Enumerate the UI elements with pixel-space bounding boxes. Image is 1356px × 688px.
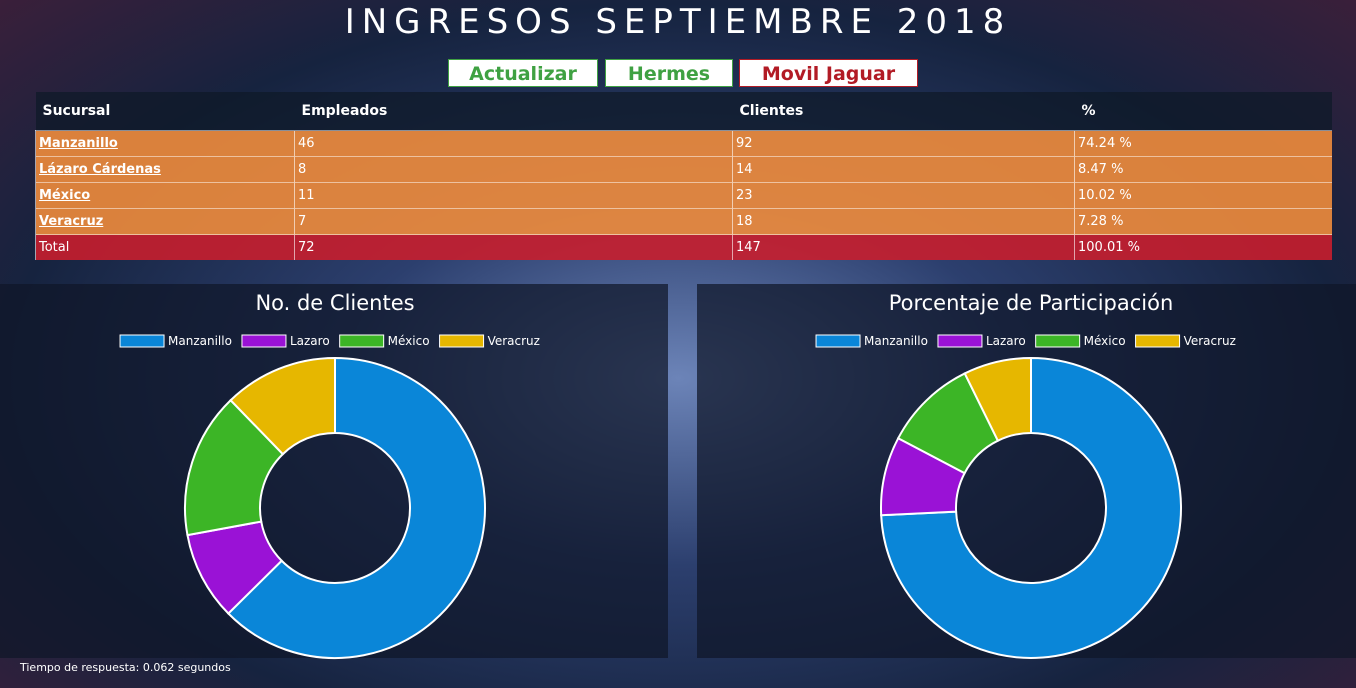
column-header: Empleados bbox=[294, 92, 733, 131]
table-cell: Manzanillo bbox=[35, 130, 295, 157]
legend-item: Lazaro bbox=[937, 334, 1026, 348]
table-row: Lázaro Cárdenas 8 14 8.47 % bbox=[35, 156, 1332, 183]
chart-title: Porcentaje de Participación bbox=[889, 291, 1174, 315]
legend-swatch bbox=[119, 334, 165, 348]
table-cell: México bbox=[35, 182, 295, 209]
table-cell: 11 bbox=[294, 182, 733, 209]
donut-slice bbox=[963, 356, 1032, 443]
legend-item: Veracruz bbox=[1135, 334, 1236, 348]
legend-item: Lazaro bbox=[241, 334, 330, 348]
donut-slice bbox=[229, 356, 336, 456]
table-cell: 8.47 % bbox=[1074, 156, 1332, 183]
table-cell: Veracruz bbox=[35, 208, 295, 235]
legend-item: México bbox=[339, 334, 430, 348]
legend-swatch bbox=[937, 334, 983, 348]
branch-link[interactable]: Manzanillo bbox=[39, 136, 118, 151]
legend-swatch bbox=[241, 334, 287, 348]
button[interactable]: Actualizar bbox=[448, 59, 598, 87]
legend-swatch bbox=[1135, 334, 1181, 348]
legend-item: Manzanillo bbox=[815, 334, 928, 348]
table-cell: 14 bbox=[732, 156, 1075, 183]
table-cell: Lázaro Cárdenas bbox=[35, 156, 295, 183]
legend-label: Manzanillo bbox=[864, 334, 928, 348]
donut-slice bbox=[880, 356, 1182, 659]
table-cell: 100.01 % bbox=[1074, 234, 1332, 260]
table-cell: 46 bbox=[294, 130, 733, 157]
legend-swatch bbox=[439, 334, 485, 348]
branch-link[interactable]: Veracruz bbox=[39, 214, 104, 229]
branch-link[interactable]: México bbox=[39, 188, 91, 203]
chart-title: No. de Clientes bbox=[255, 291, 414, 315]
table-cell: 74.24 % bbox=[1074, 130, 1332, 157]
response-time: Tiempo de respuesta: 0.062 segundos bbox=[20, 661, 231, 674]
legend-label: Veracruz bbox=[488, 334, 540, 348]
table-cell: 72 bbox=[294, 234, 733, 260]
branch-link[interactable]: Lázaro Cárdenas bbox=[39, 162, 161, 177]
button[interactable]: Hermes bbox=[605, 59, 733, 87]
table-cell: 18 bbox=[732, 208, 1075, 235]
column-header: Sucursal bbox=[35, 92, 295, 131]
legend-swatch bbox=[1035, 334, 1081, 348]
table-cell: 8 bbox=[294, 156, 733, 183]
legend-item: México bbox=[1035, 334, 1126, 348]
data-table: Sucursal Empleados Clientes % Manzanillo… bbox=[35, 92, 1332, 260]
table-cell: 92 bbox=[732, 130, 1075, 157]
button[interactable]: Movil Jaguar bbox=[739, 59, 918, 87]
legend-label: Lazaro bbox=[290, 334, 330, 348]
legend-label: Veracruz bbox=[1184, 334, 1236, 348]
table-row: Veracruz 7 18 7.28 % bbox=[35, 208, 1332, 235]
donut-slice bbox=[226, 356, 486, 659]
header-row: Sucursal Empleados Clientes % bbox=[35, 92, 1332, 131]
table-cell: 10.02 % bbox=[1074, 182, 1332, 209]
table-cell: 7 bbox=[294, 208, 733, 235]
legend-swatch bbox=[339, 334, 385, 348]
legend-label: México bbox=[1084, 334, 1126, 348]
legend-label: Lazaro bbox=[986, 334, 1026, 348]
table-cell: 147 bbox=[732, 234, 1075, 260]
legend-label: México bbox=[388, 334, 430, 348]
table-cell: 7.28 % bbox=[1074, 208, 1332, 235]
page-title: INGRESOS SEPTIEMBRE 2018 bbox=[344, 2, 1012, 42]
legend-item: Veracruz bbox=[439, 334, 540, 348]
column-header: Clientes bbox=[732, 92, 1075, 131]
total-row: Total 72 147 100.01 % bbox=[35, 234, 1332, 260]
legend-swatch bbox=[815, 334, 861, 348]
column-header: % bbox=[1074, 92, 1332, 131]
table-cell: Total bbox=[35, 234, 295, 260]
legend-label: Manzanillo bbox=[168, 334, 232, 348]
table-row: México 11 23 10.02 % bbox=[35, 182, 1332, 209]
legend-item: Manzanillo bbox=[119, 334, 232, 348]
table-row: Manzanillo 46 92 74.24 % bbox=[35, 130, 1332, 157]
table-cell: 23 bbox=[732, 182, 1075, 209]
